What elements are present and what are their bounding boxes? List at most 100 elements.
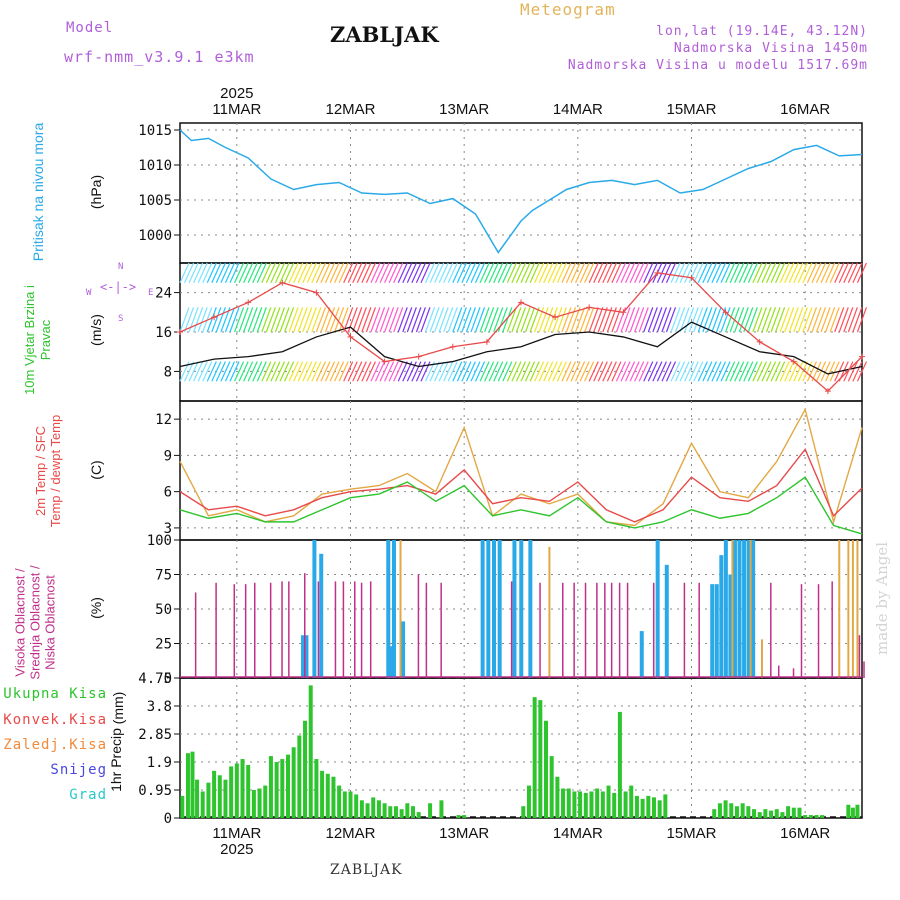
wind-barb-2: [461, 262, 472, 283]
wind-dir-w: W: [86, 288, 92, 298]
wind-barb-0: [588, 361, 599, 382]
cloud-high-bar: [751, 540, 756, 678]
precip-bar: [657, 800, 662, 818]
wind-barb-1: [779, 307, 790, 333]
wind-barb-1: [334, 307, 345, 333]
wind-gust-marker: [586, 304, 593, 311]
wind-barb-0: [715, 361, 727, 382]
wind-speed-line: [179, 321, 863, 375]
wind-barb-1: [720, 307, 731, 333]
wind-barb-1: [524, 307, 536, 333]
wind-barb-2: [293, 262, 304, 283]
wind-barb-1: [834, 307, 845, 333]
wind-barb-0: [443, 361, 454, 382]
wind-barb-0: [447, 361, 458, 382]
wind-barb-0: [820, 361, 831, 382]
wind-barb-0: [352, 361, 363, 382]
wind-barb-1: [329, 307, 340, 333]
top-date-label: 15MAR: [666, 101, 716, 118]
wind-barb-0: [597, 361, 608, 382]
wind-barb-2: [247, 262, 258, 283]
wind-gust-marker: [518, 299, 524, 306]
bottom-year-label: 2025: [220, 841, 253, 858]
wind-barb-2: [706, 262, 717, 283]
wind-barb-2: [806, 262, 817, 283]
wind-barb-0: [675, 361, 686, 382]
cloud-low-bar: [626, 582, 629, 678]
pressure-line: [179, 129, 863, 254]
wind-barb-1: [424, 307, 436, 333]
wind-barb-0: [734, 361, 745, 382]
wind-barb-1: [183, 307, 195, 333]
precip-bar: [769, 810, 774, 818]
wind-gust-marker: [415, 353, 422, 360]
wind-barb-2: [525, 262, 536, 283]
coords-text: lon,lat (19.14E, 43.12N): [656, 24, 868, 39]
wind-barb-1: [233, 307, 245, 333]
wind-barb-0: [274, 361, 286, 382]
wind-barb-2: [329, 262, 340, 283]
wind-barb-0: [202, 361, 213, 382]
wind-barb-1: [452, 307, 463, 333]
cloud-high-bar: [737, 540, 742, 678]
wind-barb-2: [220, 262, 231, 283]
wind-barb-2: [520, 262, 531, 283]
precip-bar: [376, 800, 381, 818]
wind-barb-2: [261, 262, 272, 283]
y-tick-label: 1010: [138, 158, 172, 174]
wind-barb-1: [461, 307, 472, 333]
wind-gust-marker: [245, 299, 252, 306]
precip-bar: [763, 809, 768, 818]
y-tick-label: 2.85: [138, 727, 172, 743]
cloud-high-bar: [728, 574, 733, 678]
top-year-label: 2025: [220, 85, 253, 102]
wind-barb-0: [438, 361, 449, 382]
precip-bar: [723, 800, 728, 818]
precip-bar: [808, 815, 813, 818]
wind-barb-1: [602, 307, 613, 333]
wind-barb-2: [343, 262, 354, 283]
wind-barb-2: [370, 262, 381, 283]
wind-barb-0: [561, 361, 572, 382]
wind-barb-2: [661, 262, 672, 283]
precip-bar: [223, 779, 228, 818]
wind-barb-2: [734, 262, 745, 283]
wind-barb-2: [775, 262, 786, 283]
wind-barb-2: [638, 262, 649, 283]
precip-bar: [342, 791, 347, 818]
wind-barb-0: [706, 361, 717, 382]
cloud-high-bar: [655, 540, 660, 678]
y-tick-label: 1015: [138, 123, 172, 139]
wind-barb-0: [488, 361, 499, 382]
top-date-label: 13MAR: [439, 101, 489, 118]
wind-barb-1: [352, 307, 363, 333]
cloud-low-bar: [215, 582, 217, 678]
wind-gust-marker: [722, 309, 729, 316]
precip-bar: [600, 791, 605, 818]
wind-barb-2: [552, 262, 563, 283]
wind-barb-2: [424, 262, 436, 283]
wind-barb-0: [288, 361, 299, 382]
wind-barb-2: [420, 262, 431, 283]
wind-barb-2: [434, 262, 445, 283]
wind-barb-1: [584, 307, 595, 333]
wind-barb-1: [561, 307, 572, 333]
y-tick-label: 9: [164, 448, 172, 464]
wind-barb-0: [856, 361, 867, 382]
wind-barb-2: [315, 262, 326, 283]
wind-barb-1: [706, 307, 717, 333]
precip-bar: [240, 759, 245, 818]
wind-gust-marker: [620, 309, 627, 316]
precip-bar: [217, 775, 222, 818]
wind-barb-2: [334, 262, 345, 283]
precip-bar: [371, 797, 376, 818]
wind-barb-2: [388, 262, 399, 283]
wind-barb-1: [806, 307, 818, 333]
wind-barb-1: [856, 307, 868, 333]
wind-barb-2: [411, 262, 422, 283]
wind-barb-2: [675, 262, 686, 283]
cloud-low-bar: [792, 668, 795, 678]
wind-barb-0: [556, 361, 567, 382]
precip-bar: [190, 751, 195, 818]
